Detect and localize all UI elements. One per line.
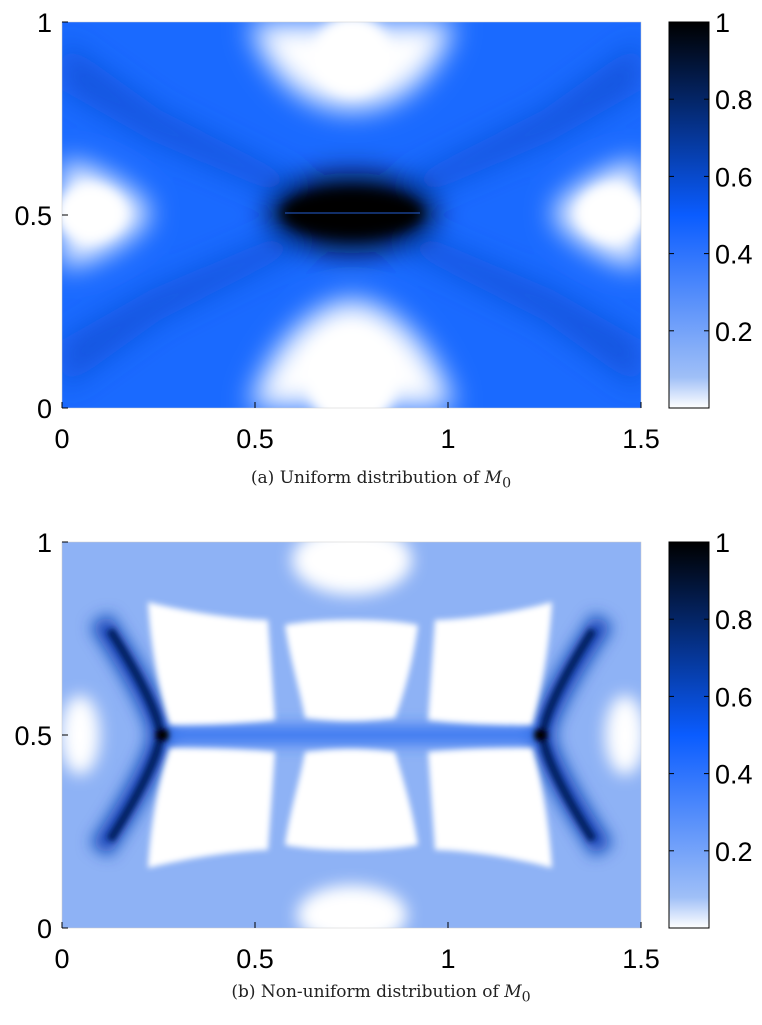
y-tick-label: 1	[37, 528, 52, 558]
colorbar-tick-label: 0.4	[715, 240, 753, 270]
caption-b-subscript: 0	[521, 989, 531, 1006]
colorbar-tick-label: 0.8	[715, 85, 753, 115]
x-tick-label: 0	[54, 944, 69, 974]
colorbar-tick-label: 0.2	[715, 317, 753, 347]
colorbar-b	[668, 541, 710, 929]
colorbar-tick-label: 0.2	[715, 837, 753, 867]
y-tick-label: 1	[37, 8, 52, 38]
colorbar-tick-label: 0.4	[715, 760, 753, 790]
x-tick-label: 1.5	[622, 424, 660, 454]
caption-a: (a) Uniform distribution of M0	[0, 468, 762, 491]
x-tick-label: 0	[54, 424, 69, 454]
colorbar-ticks-b: 0.2 0.4 0.6 0.8 1	[669, 528, 753, 867]
colorbar-a	[668, 21, 710, 409]
y-tick-label: 0.5	[14, 721, 52, 751]
colorbar-tick-label: 1	[715, 528, 730, 558]
caption-b: (b) Non-uniform distribution of M0	[0, 982, 762, 1005]
y-axis-a: 00.51	[14, 8, 68, 424]
y-tick-label: 0	[37, 914, 52, 944]
x-tick-label: 0.5	[236, 944, 274, 974]
x-tick-label: 1.5	[622, 944, 660, 974]
colorbar-tick-label: 0.6	[715, 162, 753, 192]
colorbar-tick-label: 0.8	[715, 605, 753, 635]
x-tick-label: 0.5	[236, 424, 274, 454]
heatmap-b	[62, 542, 641, 928]
colorbar-tick-label: 0.6	[715, 682, 753, 712]
caption-a-subscript: 0	[502, 475, 512, 492]
y-tick-label: 0.5	[14, 201, 52, 231]
x-tick-label: 1	[440, 424, 455, 454]
x-tick-label: 1	[440, 944, 455, 974]
caption-b-text: (b) Non-uniform distribution of	[231, 982, 505, 1002]
y-tick-label: 0	[37, 394, 52, 424]
chart-a-svg: 0 0.5 1 1.5 00.51 0.20.40.60.81	[14, 8, 753, 454]
colorbar-ticks-a: 0.2 0.4 0.6 0.8 1	[669, 8, 753, 347]
chart-panel-b: 0 0.5 1 1.5 0 0.5 1 0.2 0.4 0.6 0.8 1 (b) Non-uni…	[0, 520, 762, 1025]
heatmap-a	[62, 22, 641, 408]
x-axis-a: 0 0.5 1 1.5	[54, 402, 660, 454]
x-axis-b: 0 0.5 1 1.5	[54, 922, 660, 974]
colorbar-tick-label: 1	[715, 8, 730, 38]
caption-a-text: (a) Uniform distribution of	[250, 468, 485, 488]
y-axis-b: 00.51	[14, 528, 68, 944]
chart-panel-a: 0 0.5 1 1.5 0 0.5 1 0.2 0.4 0.6 0.8 1 (a) Uniform…	[0, 0, 762, 505]
chart-b-svg: 0 0.5 1 1.5 00.51 0.20.40.60.81	[14, 528, 753, 974]
caption-b-symbol: M	[504, 982, 522, 1002]
caption-a-symbol: M	[484, 468, 503, 488]
